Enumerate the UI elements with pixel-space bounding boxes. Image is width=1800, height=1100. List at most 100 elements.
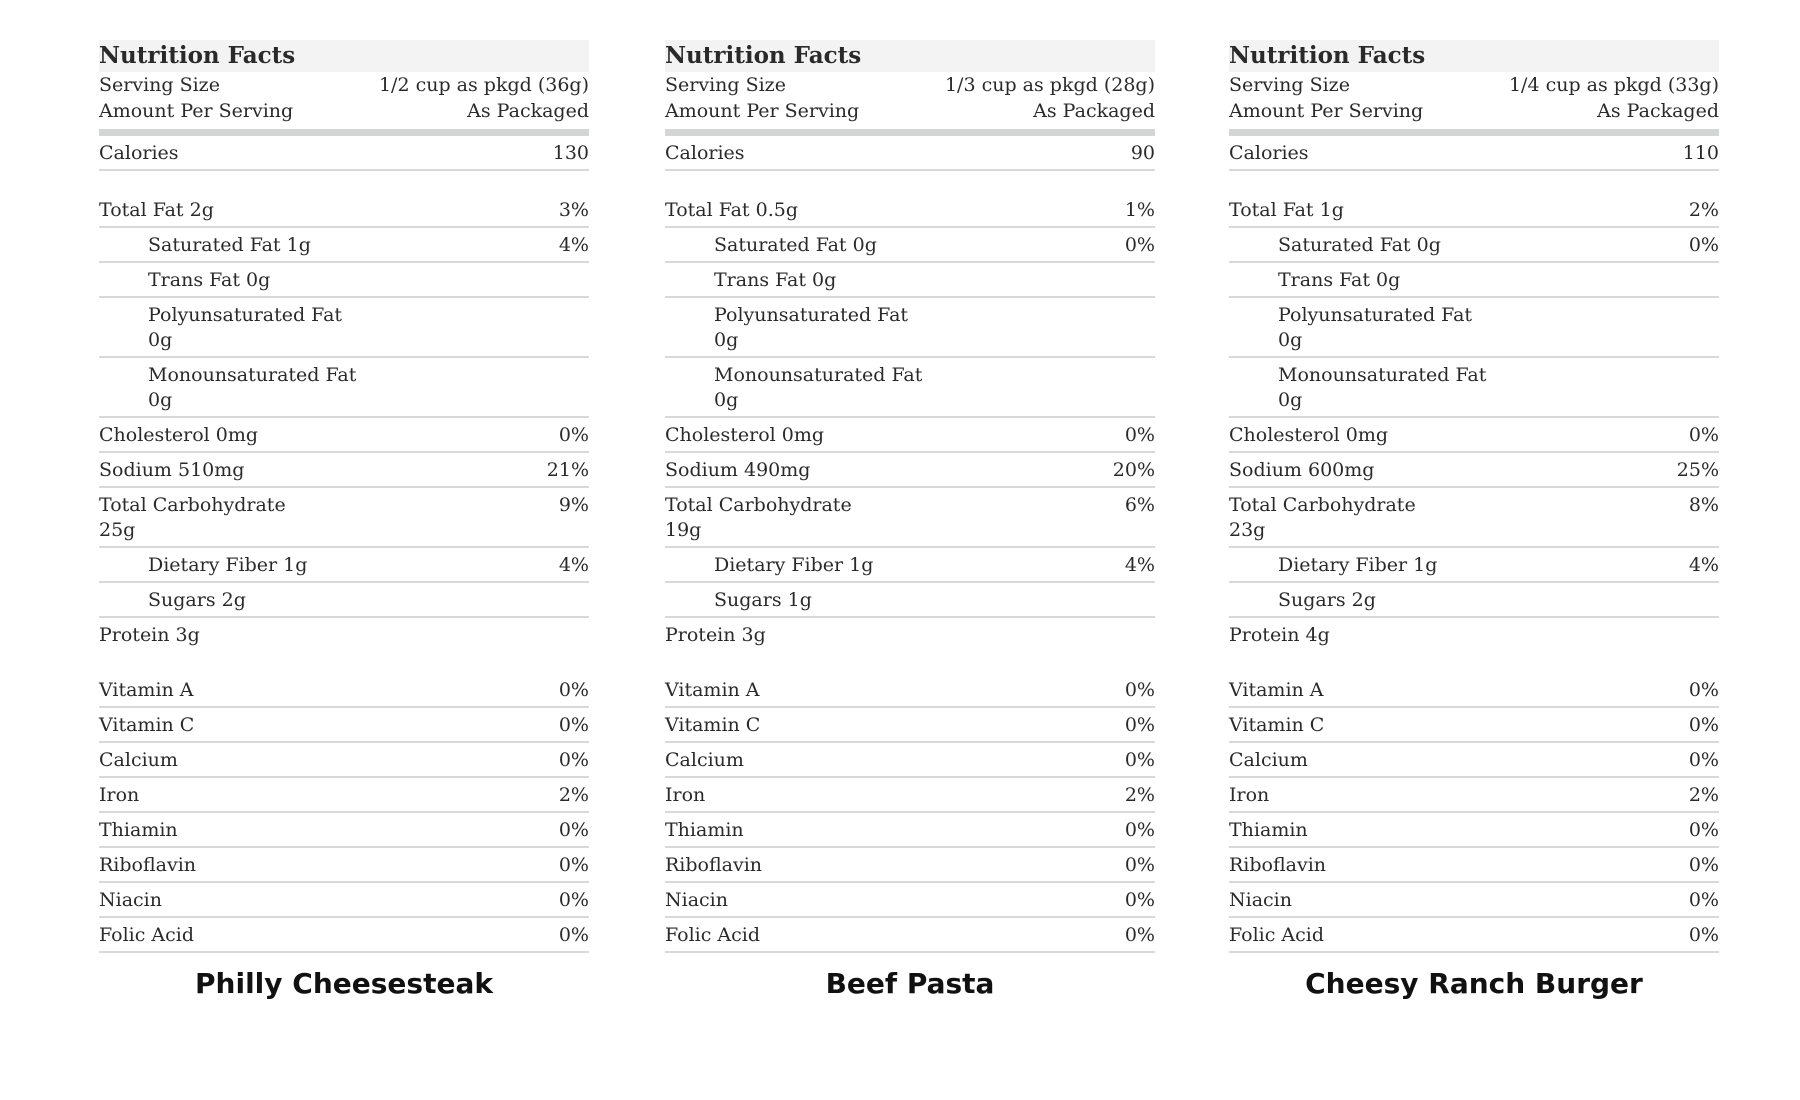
- daily-value: 0%: [558, 714, 589, 736]
- nutrient-row: Sodium 510mg 21%: [99, 453, 589, 488]
- nutrient-label: Vitamin C: [1229, 714, 1325, 736]
- daily-value: 21%: [546, 459, 589, 481]
- nutrient-label: Protein 3g: [99, 624, 200, 646]
- daily-value: 0%: [558, 924, 589, 946]
- daily-value: 0%: [558, 679, 589, 701]
- nutrient-label: Dietary Fiber 1g: [1278, 554, 1438, 576]
- nutrient-label: Polyunsaturated Fat 0g: [714, 304, 909, 351]
- nutrient-label: Sodium 510mg: [99, 459, 245, 481]
- nutrition-panel: Nutrition Facts Serving Size 1/4 cup as pk…: [1229, 40, 1719, 1000]
- daily-value: 1%: [1124, 199, 1155, 221]
- amount-value: As Packaged: [1033, 100, 1155, 122]
- nutrient-row: Saturated Fat 0g 0%: [1229, 228, 1719, 263]
- nutrient-row: Total Carbohydrate 23g 8%: [1229, 488, 1719, 548]
- nutrient-row: Niacin 0%: [1229, 883, 1719, 918]
- nutrient-row: Total Fat 2g 3%: [99, 193, 589, 228]
- nutrient-row: Cholesterol 0mg 0%: [99, 418, 589, 453]
- daily-value: 2%: [1124, 784, 1155, 806]
- serving-row: Serving Size 1/3 cup as pkgd (28g): [665, 72, 1155, 98]
- nutrient-label: Riboflavin: [1229, 854, 1327, 876]
- nutrient-row: Monounsaturated Fat 0g: [665, 358, 1155, 418]
- daily-value: 0%: [1124, 424, 1155, 446]
- nutrient-row: Protein 3g: [665, 618, 1155, 651]
- amount-row: Amount Per Serving As Packaged: [665, 98, 1155, 124]
- spacer: [1229, 171, 1719, 193]
- daily-value: 0%: [1124, 679, 1155, 701]
- nutrient-row: Total Fat 1g 2%: [1229, 193, 1719, 228]
- daily-value: 0%: [558, 424, 589, 446]
- daily-value: 9%: [558, 494, 589, 516]
- nutrient-label: Thiamin: [1229, 819, 1308, 841]
- product-name: Beef Pasta: [825, 967, 995, 1000]
- amount-label: Amount Per Serving: [99, 100, 294, 122]
- nutrient-row: Thiamin 0%: [99, 813, 589, 848]
- nutrient-row: Riboflavin 0%: [665, 848, 1155, 883]
- daily-value: 0%: [1688, 424, 1719, 446]
- nutrient-row: Monounsaturated Fat 0g: [99, 358, 589, 418]
- calories-label: Calories: [99, 142, 179, 164]
- nutrient-label: Trans Fat 0g: [148, 269, 271, 291]
- daily-value: 3%: [558, 199, 589, 221]
- calories-label: Calories: [1229, 142, 1309, 164]
- nutrient-label: Riboflavin: [665, 854, 763, 876]
- daily-value: 0%: [1688, 679, 1719, 701]
- daily-value: 25%: [1676, 459, 1719, 481]
- serving-label: Serving Size: [1229, 74, 1350, 96]
- nutrient-row: Saturated Fat 1g 4%: [99, 228, 589, 263]
- nutrient-row: Polyunsaturated Fat 0g: [99, 298, 589, 358]
- calories-row: Calories 90: [665, 136, 1155, 171]
- nutrient-row: Vitamin C 0%: [99, 708, 589, 743]
- nutrient-row: Sugars 1g: [665, 583, 1155, 618]
- daily-value: 20%: [1112, 459, 1155, 481]
- thick-divider: [665, 129, 1155, 136]
- nutrient-label: Calcium: [1229, 749, 1308, 771]
- calories-value: 130: [552, 142, 589, 164]
- calories-row: Calories 130: [99, 136, 589, 171]
- nutrient-row: Vitamin A 0%: [1229, 673, 1719, 708]
- nutrient-label: Folic Acid: [1229, 924, 1325, 946]
- amount-value: As Packaged: [1597, 100, 1719, 122]
- nutrient-row: Folic Acid 0%: [1229, 918, 1719, 953]
- amount-row: Amount Per Serving As Packaged: [1229, 98, 1719, 124]
- daily-value: 0%: [1124, 714, 1155, 736]
- daily-value: 0%: [1124, 854, 1155, 876]
- daily-value: 0%: [1688, 924, 1719, 946]
- calories-value: 90: [1130, 142, 1155, 164]
- spacer: [99, 171, 589, 193]
- nutrient-label: Vitamin C: [665, 714, 761, 736]
- nutrient-label: Vitamin A: [665, 679, 760, 701]
- nutrient-label: Polyunsaturated Fat 0g: [148, 304, 343, 351]
- daily-value: 0%: [1688, 234, 1719, 256]
- daily-value: 2%: [1688, 784, 1719, 806]
- spacer: [1229, 651, 1719, 673]
- thick-divider: [1229, 129, 1719, 136]
- daily-value: 0%: [1688, 819, 1719, 841]
- nutrient-label: Sugars 2g: [1278, 589, 1376, 611]
- nutrient-label: Total Carbohydrate 19g: [665, 494, 852, 541]
- spacer: [665, 171, 1155, 193]
- nutrient-label: Iron: [1229, 784, 1270, 806]
- amount-label: Amount Per Serving: [665, 100, 860, 122]
- product-name: Cheesy Ranch Burger: [1305, 967, 1643, 1000]
- nutrient-label: Dietary Fiber 1g: [148, 554, 308, 576]
- amount-label: Amount Per Serving: [1229, 100, 1424, 122]
- serving-label: Serving Size: [99, 74, 220, 96]
- nutrient-row: Calcium 0%: [1229, 743, 1719, 778]
- nutrient-row: Trans Fat 0g: [99, 263, 589, 298]
- nutrient-row: Sodium 600mg 25%: [1229, 453, 1719, 488]
- daily-value: 4%: [558, 554, 589, 576]
- nutrient-label: Cholesterol 0mg: [1229, 424, 1389, 446]
- nutrient-row: Calcium 0%: [99, 743, 589, 778]
- nutrient-label: Niacin: [1229, 889, 1292, 911]
- nutrient-row: Thiamin 0%: [665, 813, 1155, 848]
- nutrient-row: Saturated Fat 0g 0%: [665, 228, 1155, 263]
- nutrient-label: Trans Fat 0g: [1278, 269, 1401, 291]
- nutrient-label: Total Fat 0.5g: [665, 199, 798, 221]
- nutrient-label: Folic Acid: [99, 924, 195, 946]
- nutrient-row: Vitamin A 0%: [99, 673, 589, 708]
- nutrient-label: Saturated Fat 0g: [1278, 234, 1441, 256]
- nutrient-label: Sodium 490mg: [665, 459, 811, 481]
- nutrient-row: Thiamin 0%: [1229, 813, 1719, 848]
- nutrient-row: Iron 2%: [665, 778, 1155, 813]
